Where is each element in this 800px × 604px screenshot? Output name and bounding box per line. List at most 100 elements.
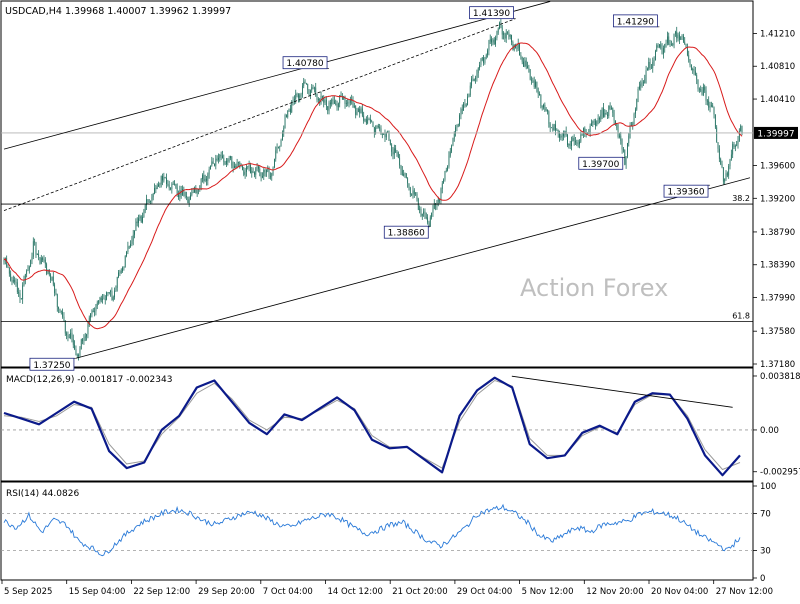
- candle-body: [616, 124, 618, 128]
- price-annotation-label: 1.41290: [617, 17, 654, 27]
- candle-body: [556, 129, 558, 131]
- candle-body: [31, 256, 33, 261]
- candle-body: [352, 101, 354, 108]
- candle-body: [195, 187, 197, 194]
- candle-body: [194, 187, 195, 193]
- candle-body: [649, 61, 651, 68]
- candle-body: [718, 148, 720, 159]
- candle-body: [537, 87, 539, 95]
- candle-body: [186, 196, 187, 198]
- candle-body: [567, 134, 568, 146]
- candle-body: [672, 44, 674, 46]
- candle-body: [697, 79, 699, 89]
- candle-body: [332, 99, 334, 101]
- candle-body: [104, 299, 106, 301]
- candle-body: [441, 183, 443, 189]
- candle-body: [653, 60, 655, 63]
- candle-body: [313, 87, 315, 89]
- candle-body: [184, 191, 186, 197]
- candle-body: [690, 65, 692, 71]
- candle-body: [231, 156, 233, 166]
- candle-body: [106, 292, 107, 300]
- candle-body: [637, 88, 639, 99]
- candle-body: [199, 185, 201, 189]
- candle-body: [629, 126, 631, 136]
- candle-body: [212, 161, 214, 164]
- candle-body: [561, 135, 563, 137]
- candle-body: [587, 132, 588, 134]
- candle-body: [324, 99, 326, 103]
- candle-body: [405, 173, 407, 179]
- candle-body: [464, 103, 466, 106]
- candle-body: [368, 118, 370, 120]
- candle-body: [676, 31, 678, 39]
- candle-body: [656, 45, 658, 52]
- candle-body: [308, 89, 310, 96]
- candle-body: [55, 293, 57, 295]
- candle-body: [144, 205, 146, 211]
- candle-body: [391, 144, 393, 152]
- candle-body: [317, 98, 319, 101]
- candle-body: [58, 306, 60, 310]
- candle-body: [725, 173, 727, 179]
- candle-body: [62, 311, 64, 317]
- candle-body: [492, 39, 494, 43]
- candle-body: [415, 193, 417, 195]
- candle-body: [140, 216, 142, 223]
- candle-body: [481, 57, 483, 60]
- candle-body: [203, 175, 205, 181]
- candle-body: [560, 135, 562, 138]
- candle-body: [640, 84, 642, 87]
- candle-body: [256, 166, 258, 169]
- moving-average-line: [3, 42, 743, 330]
- candle-body: [447, 166, 448, 171]
- candle-body: [264, 169, 266, 173]
- candle-body: [708, 100, 710, 108]
- candle-body: [143, 210, 145, 217]
- candle-body: [680, 36, 682, 40]
- candle-body: [689, 59, 691, 66]
- candle-body: [568, 143, 570, 146]
- macd-axis-label: 0.00: [760, 426, 779, 436]
- candle-body: [475, 77, 476, 80]
- candle-body: [421, 213, 423, 216]
- candle-body: [291, 102, 293, 113]
- candle-body: [661, 47, 663, 55]
- candle-body: [316, 93, 318, 101]
- candle-body: [163, 177, 165, 181]
- candle-body: [190, 195, 191, 200]
- time-axis-label: 14 Oct 12:00: [328, 587, 383, 597]
- candle-body: [168, 184, 170, 189]
- current-price-label: 1.39997: [757, 129, 794, 139]
- macd-axis-label: 0.003818: [760, 372, 800, 382]
- candle-body: [444, 171, 446, 180]
- candle-body: [131, 240, 133, 244]
- candle-body: [545, 109, 547, 111]
- candle-body: [728, 166, 730, 176]
- candle-body: [705, 90, 707, 101]
- candle-body: [552, 127, 554, 131]
- candle-body: [349, 99, 351, 103]
- candle-body: [593, 120, 595, 122]
- candle-body: [3, 259, 5, 262]
- candle-body: [527, 66, 528, 68]
- candle-body: [122, 267, 123, 272]
- candle-body: [367, 119, 369, 124]
- candle-body: [118, 272, 119, 277]
- candle-body: [361, 108, 363, 116]
- price-axis-label: 1.38390: [760, 261, 795, 271]
- candle-body: [692, 69, 694, 71]
- candle-body: [657, 45, 659, 47]
- candle-body: [329, 102, 331, 105]
- candle-body: [408, 183, 410, 188]
- candle-body: [235, 165, 237, 168]
- candle-body: [357, 108, 359, 112]
- candle-body: [339, 95, 341, 104]
- candle-body: [363, 115, 365, 121]
- candle-body: [604, 112, 606, 117]
- candle-body: [116, 276, 118, 288]
- candle-body: [216, 158, 218, 160]
- candle-body: [455, 127, 456, 134]
- time-axis-label: 15 Sep 04:00: [69, 587, 126, 597]
- candle-body: [259, 168, 261, 173]
